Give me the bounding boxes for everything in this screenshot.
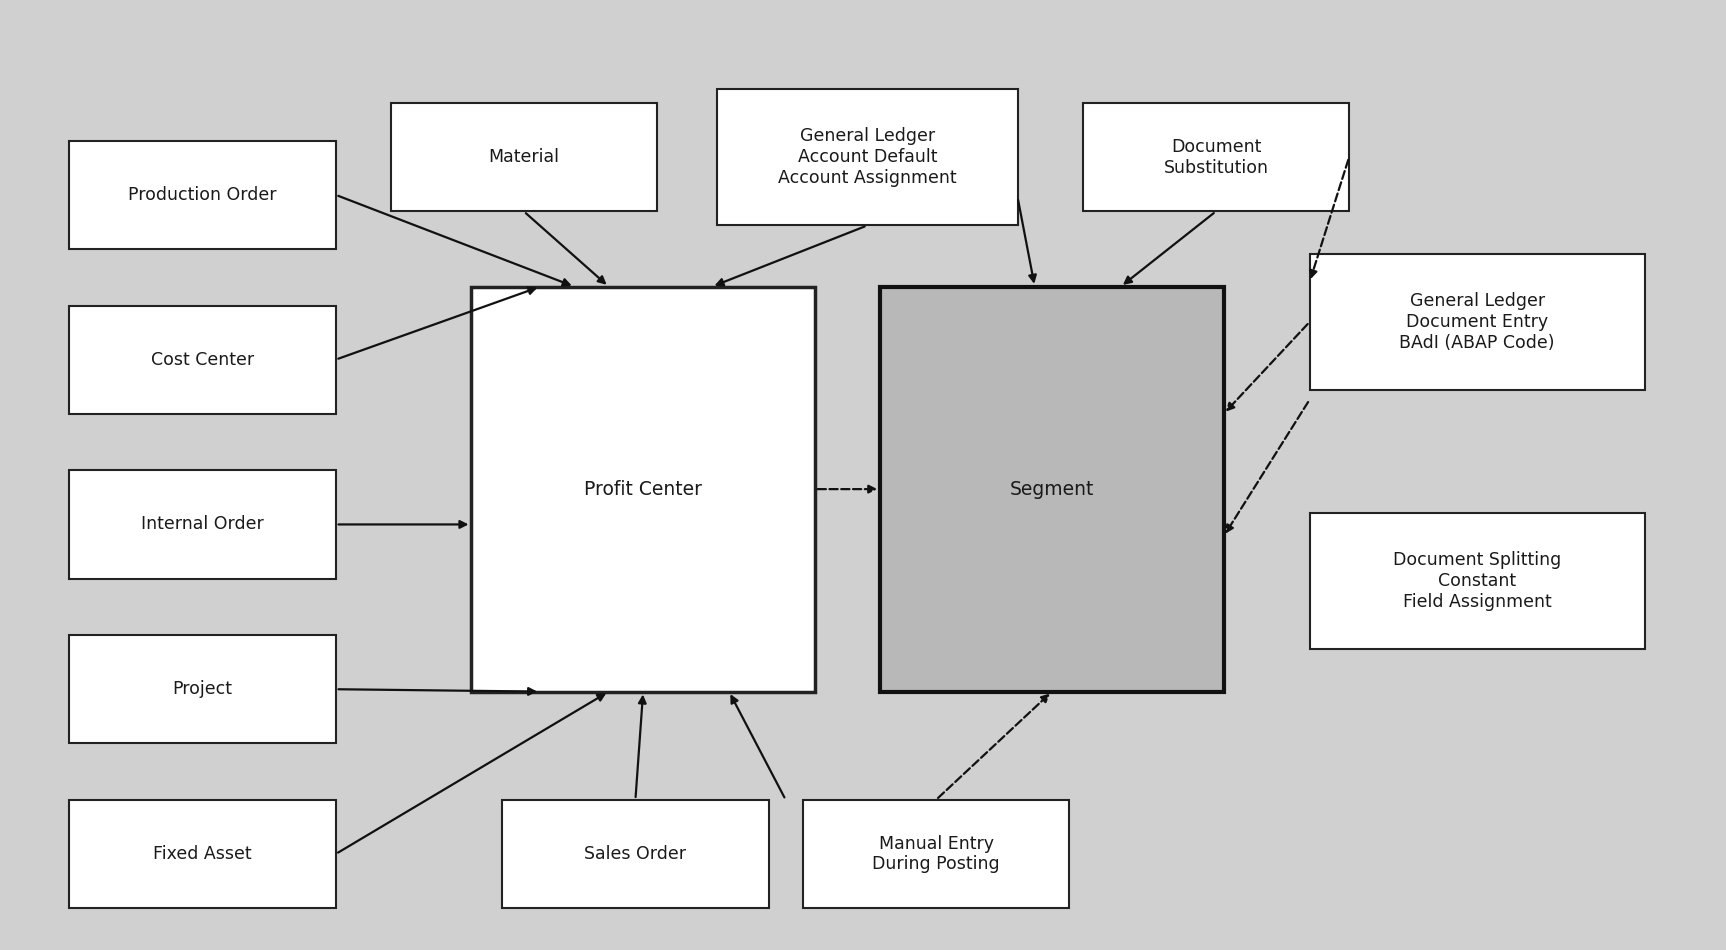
Text: Cost Center: Cost Center — [150, 351, 254, 369]
Bar — [716, 89, 1018, 225]
Bar — [69, 470, 335, 579]
Text: Sales Order: Sales Order — [585, 845, 687, 863]
Text: Project: Project — [173, 680, 233, 698]
Text: Fixed Asset: Fixed Asset — [154, 845, 252, 863]
Text: General Ledger
Account Default
Account Assignment: General Ledger Account Default Account A… — [778, 127, 956, 187]
Text: Document
Substitution: Document Substitution — [1163, 138, 1269, 177]
Bar — [69, 306, 335, 414]
Text: General Ledger
Document Entry
BAdI (ABAP Code): General Ledger Document Entry BAdI (ABAP… — [1400, 293, 1555, 352]
Text: Document Splitting
Constant
Field Assignment: Document Splitting Constant Field Assign… — [1393, 551, 1562, 611]
Bar — [69, 800, 335, 908]
Bar — [880, 287, 1224, 692]
Bar — [1310, 254, 1645, 390]
Text: Segment: Segment — [1010, 480, 1094, 499]
Bar — [69, 141, 335, 249]
Bar — [69, 636, 335, 743]
Text: Production Order: Production Order — [128, 186, 276, 204]
Bar — [390, 103, 658, 211]
Text: Manual Entry
During Posting: Manual Entry During Posting — [872, 835, 999, 873]
Text: Profit Center: Profit Center — [583, 480, 702, 499]
Bar — [502, 800, 768, 908]
Text: Internal Order: Internal Order — [142, 516, 264, 534]
Bar — [1310, 513, 1645, 649]
Bar — [471, 287, 815, 692]
Text: Material: Material — [488, 148, 559, 166]
Bar — [803, 800, 1068, 908]
Bar — [1082, 103, 1350, 211]
